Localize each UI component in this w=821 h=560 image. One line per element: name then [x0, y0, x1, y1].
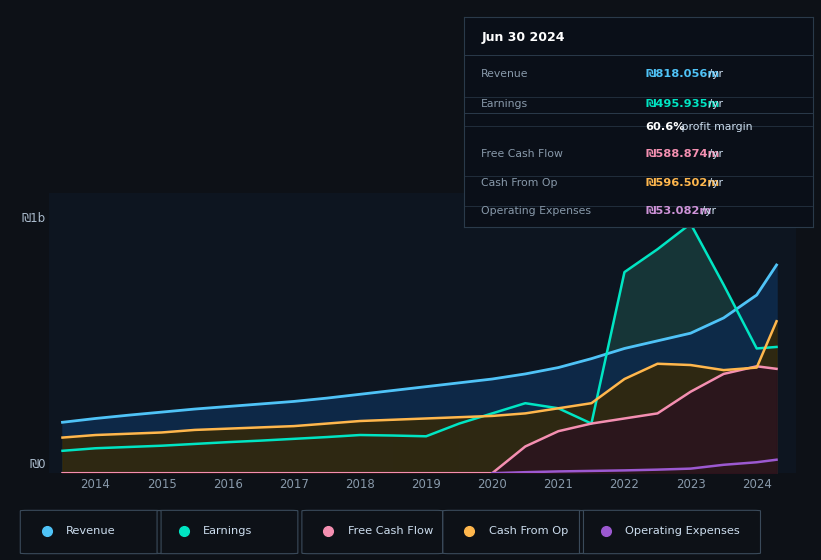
- Text: Operating Expenses: Operating Expenses: [626, 526, 740, 536]
- Text: Cash From Op: Cash From Op: [481, 179, 557, 189]
- Text: Cash From Op: Cash From Op: [488, 526, 568, 536]
- Text: Free Cash Flow: Free Cash Flow: [481, 149, 563, 159]
- Text: ₪818.056m: ₪818.056m: [645, 69, 719, 80]
- Text: Jun 30 2024: Jun 30 2024: [481, 31, 565, 44]
- Text: /yr: /yr: [705, 69, 723, 80]
- Text: /yr: /yr: [705, 149, 723, 159]
- Text: Earnings: Earnings: [481, 99, 529, 109]
- Text: ₪596.502m: ₪596.502m: [645, 179, 719, 189]
- Text: /yr: /yr: [699, 206, 717, 216]
- Text: Revenue: Revenue: [481, 69, 529, 80]
- Text: ₪588.874m: ₪588.874m: [645, 149, 720, 159]
- Text: ₪495.935m: ₪495.935m: [645, 99, 720, 109]
- Text: /yr: /yr: [705, 179, 723, 189]
- Text: ₪1b: ₪1b: [21, 212, 45, 225]
- Text: 60.6%: 60.6%: [645, 122, 685, 132]
- Text: ₪0: ₪0: [29, 458, 45, 471]
- Text: profit margin: profit margin: [678, 122, 753, 132]
- Text: /yr: /yr: [705, 99, 723, 109]
- Text: Earnings: Earnings: [203, 526, 252, 536]
- Text: Free Cash Flow: Free Cash Flow: [348, 526, 433, 536]
- Text: Operating Expenses: Operating Expenses: [481, 206, 591, 216]
- Text: Revenue: Revenue: [67, 526, 116, 536]
- Text: ₪53.082m: ₪53.082m: [645, 206, 712, 216]
